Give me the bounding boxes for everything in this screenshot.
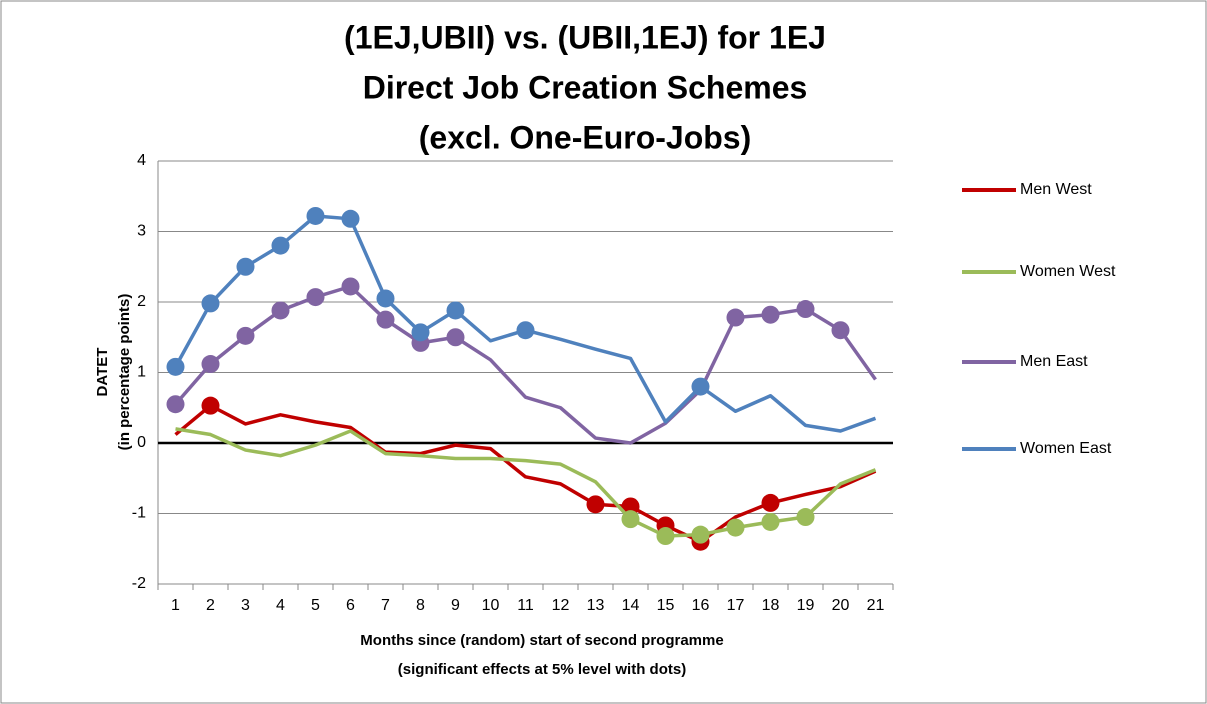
series-line <box>175 427 877 538</box>
legend-label: Men West <box>1020 181 1092 198</box>
significance-dot <box>831 321 850 340</box>
x-tick-label: 1 <box>171 597 180 614</box>
significance-dot <box>411 323 430 342</box>
significance-dot <box>691 377 710 396</box>
x-tick-label: 5 <box>311 597 320 614</box>
significance-dot <box>201 396 220 415</box>
x-axis-label: Months since (random) start of second pr… <box>360 632 723 649</box>
significance-dot <box>656 527 675 546</box>
y-tick-label: 0 <box>137 434 146 451</box>
y-tick-label: -1 <box>132 505 146 522</box>
significance-dot <box>516 321 535 340</box>
chart-title: (1EJ,UBII) vs. (UBII,1EJ) for 1EJ <box>344 19 826 55</box>
chart-title: Direct Job Creation Schemes <box>363 69 808 105</box>
x-tick-label: 18 <box>762 597 780 614</box>
x-tick-label: 20 <box>832 597 850 614</box>
significance-dot <box>306 206 325 225</box>
x-tick-label: 9 <box>451 597 460 614</box>
x-tick-label: 3 <box>241 597 250 614</box>
significance-dot <box>446 301 465 320</box>
significance-dot <box>341 277 360 296</box>
significance-dot <box>761 493 780 512</box>
x-tick-label: 7 <box>381 597 390 614</box>
x-tick-label: 12 <box>552 597 570 614</box>
significance-dot <box>341 209 360 228</box>
significance-dot <box>201 294 220 313</box>
significance-dot <box>796 508 815 527</box>
series-line <box>174 403 877 544</box>
significance-dot <box>271 236 290 255</box>
significance-dot <box>621 497 640 516</box>
legend-label: Women East <box>1020 440 1112 457</box>
significance-dot <box>761 512 780 531</box>
significance-dot <box>201 355 220 374</box>
significance-dot <box>446 328 465 347</box>
legend-label: Women West <box>1020 263 1116 280</box>
x-tick-label: 17 <box>727 597 745 614</box>
x-tick-label: 2 <box>206 597 215 614</box>
significance-dot <box>726 518 745 537</box>
significance-dot <box>376 289 395 308</box>
significance-dot <box>166 357 185 376</box>
legend-label: Men East <box>1020 353 1088 370</box>
x-tick-label: 6 <box>346 597 355 614</box>
x-tick-label: 14 <box>622 597 640 614</box>
x-tick-label: 13 <box>587 597 605 614</box>
significance-dot <box>586 495 605 514</box>
significance-dot <box>236 326 255 345</box>
x-axis-label: (significant effects at 5% level with do… <box>398 661 686 678</box>
y-tick-label: 4 <box>137 152 146 169</box>
significance-dot <box>306 288 325 307</box>
x-tick-label: 19 <box>797 597 815 614</box>
significance-dot <box>761 305 780 324</box>
y-tick-label: 3 <box>137 223 146 240</box>
x-tick-label: 15 <box>657 597 675 614</box>
chart-title: (excl. One-Euro-Jobs) <box>419 119 752 155</box>
series-line <box>174 284 877 445</box>
x-tick-label: 8 <box>416 597 425 614</box>
x-tick-label: 10 <box>482 597 500 614</box>
x-tick-label: 4 <box>276 597 285 614</box>
x-tick-label: 16 <box>692 597 710 614</box>
significance-dot <box>796 300 815 319</box>
significance-dot <box>166 395 185 414</box>
x-tick-label: 21 <box>867 597 885 614</box>
significance-dot <box>271 301 290 320</box>
x-tick-label: 11 <box>517 597 534 614</box>
y-axis-label: (in percentage points) <box>116 294 133 451</box>
significance-dot <box>621 510 640 529</box>
significance-dot <box>236 257 255 276</box>
y-tick-label: -2 <box>132 575 146 592</box>
y-axis-label: DATET <box>94 348 111 397</box>
significance-dot <box>726 308 745 327</box>
significance-dot <box>691 525 710 544</box>
significance-dot <box>376 310 395 329</box>
y-tick-label: 2 <box>137 293 146 310</box>
y-tick-label: 1 <box>137 364 146 381</box>
